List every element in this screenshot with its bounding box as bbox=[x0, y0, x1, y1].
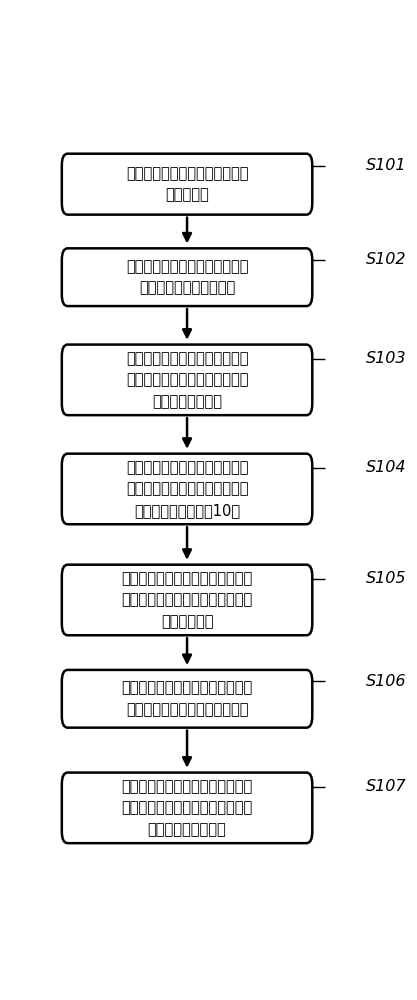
Text: S107: S107 bbox=[366, 779, 406, 794]
FancyBboxPatch shape bbox=[62, 565, 312, 635]
Text: 调整机器人左轮与右轮分别的速
度，控制机器人的运动方向与垂
直方向的夹角不超过10度: 调整机器人左轮与右轮分别的速 度，控制机器人的运动方向与垂 直方向的夹角不超过1… bbox=[126, 460, 248, 518]
Text: 根据采集到的图像数据，提取导
航标识线，确定路径方向: 根据采集到的图像数据，提取导 航标识线，确定路径方向 bbox=[126, 259, 248, 296]
Text: S103: S103 bbox=[366, 351, 406, 366]
Text: 识别设于颜色编码标识前方的断点
标志，为识别颜色编码做好调节运
动轨迹的准备: 识别设于颜色编码标识前方的断点 标志，为识别颜色编码做好调节运 动轨迹的准备 bbox=[121, 571, 253, 629]
FancyBboxPatch shape bbox=[62, 670, 312, 728]
Text: S101: S101 bbox=[366, 158, 406, 173]
Text: 根据导航线方向驱动机器人电机
模块进行前行和转向，使机器人
沿着特定轨迹运动: 根据导航线方向驱动机器人电机 模块进行前行和转向，使机器人 沿着特定轨迹运动 bbox=[126, 351, 248, 409]
FancyBboxPatch shape bbox=[62, 454, 312, 524]
FancyBboxPatch shape bbox=[62, 154, 312, 215]
Text: 通过摄像头获取视频信号，并采
集图像数据: 通过摄像头获取视频信号，并采 集图像数据 bbox=[126, 166, 248, 202]
FancyBboxPatch shape bbox=[62, 248, 312, 306]
FancyBboxPatch shape bbox=[62, 345, 312, 415]
Text: 当机器人行驶于颜色编码色块处时
，调用音频模块，完成服务解说，
实现语音播报的功能: 当机器人行驶于颜色编码色块处时 ，调用音频模块，完成服务解说， 实现语音播报的功… bbox=[121, 779, 253, 837]
FancyBboxPatch shape bbox=[62, 773, 312, 843]
Text: S105: S105 bbox=[366, 571, 406, 586]
Text: S104: S104 bbox=[366, 460, 406, 475]
Text: S106: S106 bbox=[366, 674, 406, 689]
Text: 识别设于拐弯处或其他位置的颜色
编码色块，执行转弯或其他命令: 识别设于拐弯处或其他位置的颜色 编码色块，执行转弯或其他命令 bbox=[121, 680, 253, 717]
Text: S102: S102 bbox=[366, 252, 406, 267]
